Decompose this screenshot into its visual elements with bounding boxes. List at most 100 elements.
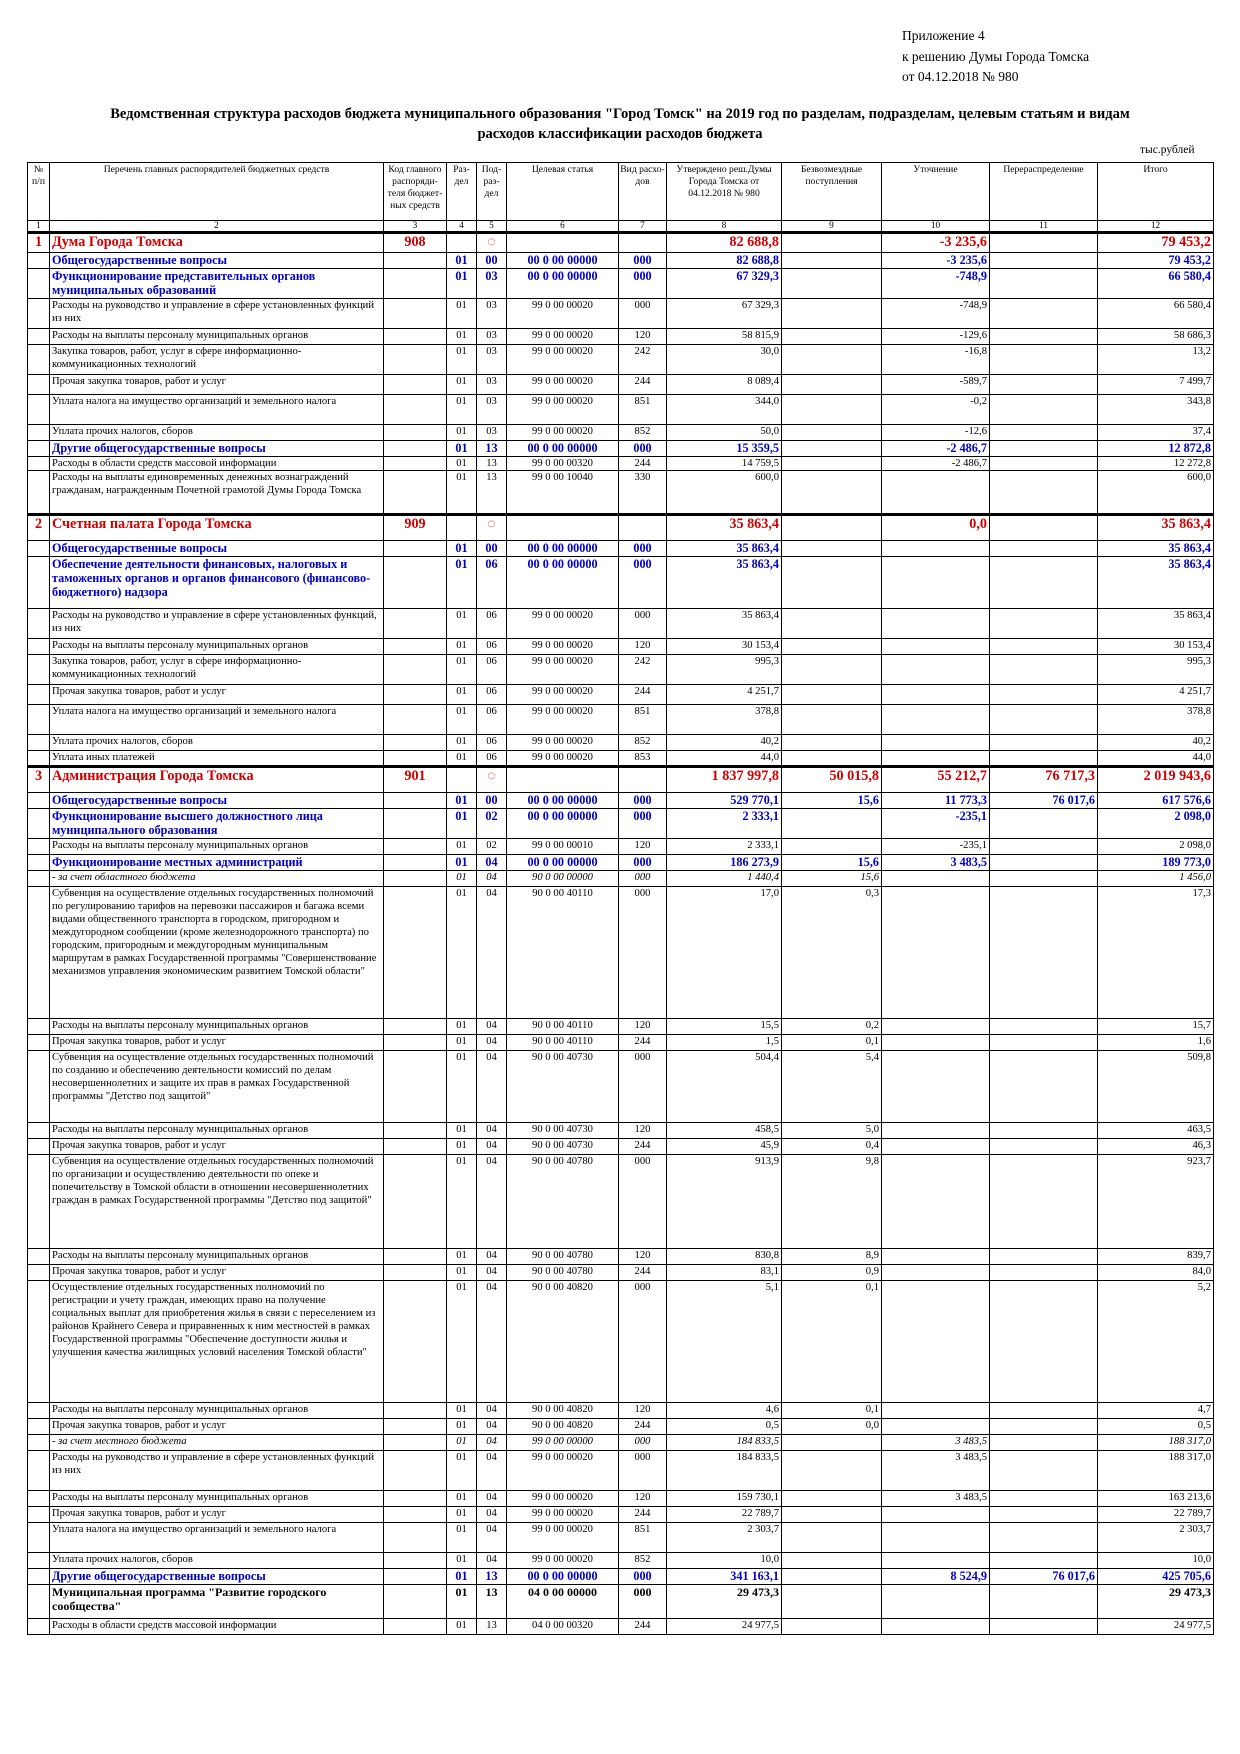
- cell-approved: 15 359,5: [666, 440, 782, 457]
- cell-section: 01: [446, 1050, 477, 1123]
- cell-section: 01: [446, 1450, 477, 1491]
- cell-gratuitous: [781, 513, 882, 541]
- cell-section: 01: [446, 1418, 477, 1435]
- cell-target: 00 0 00 00000: [506, 252, 619, 269]
- cell-target: 90 0 00 40780: [506, 1264, 619, 1281]
- cell-section: 01: [446, 1506, 477, 1523]
- cell-approved: 8 089,4: [666, 374, 782, 395]
- cell-name: Уплата прочих налогов, сборов: [49, 734, 384, 751]
- cell-admin-code: 908: [383, 231, 447, 253]
- cell-total: 58 686,3: [1097, 328, 1214, 345]
- cell-kind: 244: [618, 374, 667, 395]
- cell-kind: 851: [618, 394, 667, 425]
- cell-approved: 184 833,5: [666, 1450, 782, 1491]
- cell-approved: 600,0: [666, 470, 782, 515]
- column-number: 5: [476, 220, 507, 233]
- cell-approved: 35 863,4: [666, 608, 782, 639]
- cell-target: 00 0 00 00000: [506, 540, 619, 557]
- cell-gratuitous: 0,1: [781, 1280, 882, 1403]
- cell-kind: 000: [618, 1568, 667, 1585]
- cell-subsection: 04: [476, 1418, 507, 1435]
- cell-clarification: [881, 470, 990, 515]
- cell-approved: 14 759,5: [666, 456, 782, 471]
- cell-clarification: -12,6: [881, 424, 990, 441]
- cell-target: 99 0 00 00020: [506, 1552, 619, 1569]
- cell-subsection: 02: [476, 838, 507, 855]
- cell-redistribution: [989, 750, 1098, 767]
- cell-subsection: 04: [476, 870, 507, 887]
- cell-section: 01: [446, 1568, 477, 1585]
- cell-kind: 853: [618, 750, 667, 767]
- cell-no: [27, 704, 50, 735]
- cell-clarification: [881, 886, 990, 1019]
- cell-total: 343,8: [1097, 394, 1214, 425]
- cell-target: 99 0 00 00020: [506, 654, 619, 685]
- cell-no: [27, 808, 50, 839]
- cell-no: [27, 854, 50, 871]
- cell-subsection: ◌: [476, 231, 507, 253]
- units-label: тыс.рублей: [1140, 144, 1195, 156]
- cell-redistribution: [989, 684, 1098, 705]
- cell-redistribution: [989, 556, 1098, 609]
- cell-name: Администрация Города Томска: [49, 765, 384, 793]
- cell-no: [27, 886, 50, 1019]
- cell-no: [27, 298, 50, 329]
- cell-name: Уплата иных платежей: [49, 750, 384, 767]
- cell-admin-code: [383, 886, 447, 1019]
- cell-target: 90 0 00 40780: [506, 1248, 619, 1265]
- cell-approved: 186 273,9: [666, 854, 782, 871]
- cell-total: 378,8: [1097, 704, 1214, 735]
- cell-admin-code: [383, 838, 447, 855]
- cell-gratuitous: [781, 750, 882, 767]
- cell-no: [27, 1248, 50, 1265]
- cell-approved: 35 863,4: [666, 513, 782, 541]
- cell-kind: 244: [618, 1264, 667, 1281]
- table-row: Обеспечение деятельности финансовых, нал…: [27, 556, 1214, 609]
- cell-admin-code: [383, 1618, 447, 1635]
- cell-redistribution: [989, 1122, 1098, 1139]
- cell-total: 188 317,0: [1097, 1434, 1214, 1451]
- cell-clarification: -129,6: [881, 328, 990, 345]
- cell-no: [27, 734, 50, 751]
- cell-target: 90 0 00 40730: [506, 1138, 619, 1155]
- cell-target: 90 0 00 40110: [506, 1018, 619, 1035]
- cell-no: [27, 792, 50, 809]
- cell-clarification: 11 773,3: [881, 792, 990, 809]
- cell-gratuitous: [781, 808, 882, 839]
- cell-subsection: 04: [476, 1490, 507, 1507]
- cell-section: 01: [446, 1490, 477, 1507]
- cell-gratuitous: 0,1: [781, 1402, 882, 1419]
- title-line-2: расходов классификации расходов бюджета: [477, 126, 763, 142]
- cell-subsection: 06: [476, 734, 507, 751]
- cell-redistribution: [989, 1264, 1098, 1281]
- cell-target: 99 0 00 00020: [506, 298, 619, 329]
- cell-approved: 82 688,8: [666, 252, 782, 269]
- cell-gratuitous: [781, 231, 882, 253]
- header-admin-code: Код главного распоряди-теля бюджет-ных с…: [383, 162, 447, 221]
- cell-approved: 830,8: [666, 1248, 782, 1265]
- cell-admin-code: [383, 374, 447, 395]
- cell-subsection: ◌: [476, 513, 507, 541]
- cell-clarification: -3 235,6: [881, 231, 990, 253]
- cell-name: Расходы на выплаты единовременных денежн…: [49, 470, 384, 515]
- cell-approved: 40,2: [666, 734, 782, 751]
- cell-subsection: 04: [476, 1450, 507, 1491]
- cell-section: [446, 765, 477, 793]
- cell-gratuitous: 8,9: [781, 1248, 882, 1265]
- cell-kind: 000: [618, 1450, 667, 1491]
- header-name: Перечень главных распорядителей бюджетны…: [49, 162, 384, 221]
- cell-gratuitous: 5,0: [781, 1122, 882, 1139]
- cell-redistribution: [989, 638, 1098, 655]
- cell-admin-code: [383, 1584, 447, 1619]
- cell-section: 01: [446, 1154, 477, 1249]
- table-row: Прочая закупка товаров, работ и услуг 01 0…: [27, 684, 1214, 705]
- cell-kind: 000: [618, 1584, 667, 1619]
- cell-target: 90 0 00 40110: [506, 886, 619, 1019]
- cell-approved: 58 815,9: [666, 328, 782, 345]
- cell-no: [27, 654, 50, 685]
- cell-gratuitous: [781, 424, 882, 441]
- cell-total: 17,3: [1097, 886, 1214, 1019]
- cell-subsection: 13: [476, 440, 507, 457]
- title-line-1: Ведомственная структура расходов бюджета…: [110, 106, 1130, 122]
- cell-approved: 344,0: [666, 394, 782, 425]
